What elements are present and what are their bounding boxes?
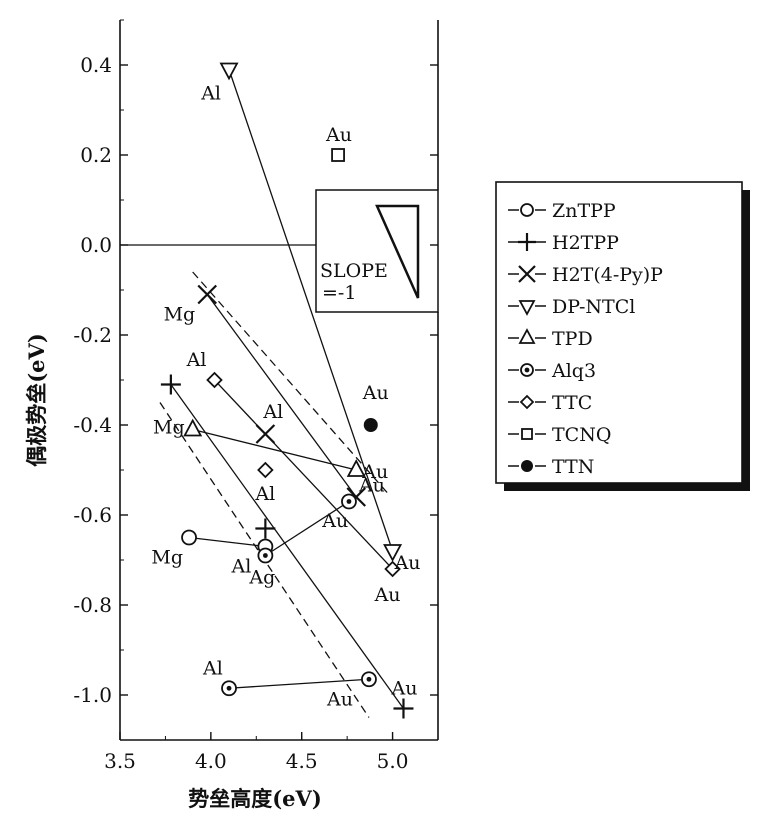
- y-tick-label: 0.0: [80, 233, 112, 257]
- triangle-down-marker: [383, 544, 403, 562]
- y-tick-label: 0.4: [80, 53, 112, 77]
- square-marker: [331, 148, 345, 162]
- trend-line: [265, 500, 350, 557]
- data-markers: [160, 62, 414, 719]
- cross-marker: [518, 265, 536, 283]
- plus-marker: [393, 698, 414, 719]
- slope-inset: [315, 189, 439, 313]
- legend-entry-label: H2TPP: [552, 232, 619, 254]
- y-tick-label: -0.4: [73, 413, 112, 437]
- plus-marker: [160, 374, 181, 395]
- point-label: Al: [186, 349, 207, 371]
- diamond-marker: [384, 560, 401, 578]
- trend-line: [228, 678, 369, 689]
- triangle-up-marker: [183, 418, 203, 437]
- inset-slope-value: =-1: [322, 282, 356, 304]
- filled-circle-marker: [521, 460, 533, 472]
- x-tick-label: 4.5: [286, 749, 318, 773]
- dot-circle-marker: [520, 363, 534, 377]
- x-axis-title: 势垒高度(eV): [188, 786, 322, 811]
- dashed-band-line: [192, 271, 388, 493]
- dot-circle-marker: [361, 671, 377, 688]
- trend-line: [228, 69, 394, 552]
- y-tick-label: -1.0: [73, 683, 112, 707]
- legend-entry-label: H2T(4-Py)P: [552, 264, 663, 286]
- point-label: Au: [374, 584, 401, 606]
- triangle-down-marker: [518, 300, 536, 316]
- square-marker: [521, 428, 533, 440]
- y-tick-label: 0.2: [80, 143, 112, 167]
- legend: ZnTPP H2TPP H2T(4-Py)P DP-NTCl TPD Alq3 TTC TCN…: [495, 181, 750, 491]
- point-label: Al: [254, 483, 275, 505]
- dot-circle-marker: [257, 547, 274, 564]
- x-tick-label: 5.0: [377, 749, 409, 773]
- diamond-marker: [519, 394, 535, 410]
- triangle-up-marker: [518, 328, 536, 344]
- point-label: Mg: [164, 304, 196, 326]
- filled-circle-marker: [363, 418, 378, 432]
- point-label: Au: [361, 461, 388, 483]
- x-tick-label: 3.5: [104, 749, 136, 773]
- point-label: Al: [200, 83, 221, 105]
- point-label: Au: [321, 510, 348, 532]
- point-label: Au: [390, 678, 417, 700]
- plus-marker: [518, 233, 536, 251]
- triangle-down-marker: [219, 62, 239, 81]
- point-label: Au: [325, 124, 352, 146]
- x-tick-label: 4.0: [195, 749, 227, 773]
- cross-marker: [255, 424, 276, 444]
- triangle-up-marker: [346, 459, 366, 477]
- y-tick-label: -0.2: [73, 323, 112, 347]
- legend-entry-label: DP-NTCl: [552, 296, 635, 318]
- point-label: Al: [202, 657, 223, 679]
- point-label: Au: [326, 688, 353, 710]
- data-lines: [120, 69, 405, 718]
- trend-line: [214, 379, 394, 570]
- y-tick-label: -0.6: [73, 503, 112, 527]
- circle-marker: [520, 203, 534, 217]
- trend-line: [188, 536, 266, 548]
- point-label: Mg: [151, 547, 183, 569]
- point-label: Au: [394, 552, 421, 574]
- diamond-marker: [257, 461, 274, 479]
- point-label: Al: [231, 556, 252, 578]
- diamond-marker: [206, 371, 223, 389]
- legend-box: [495, 181, 743, 484]
- cross-marker: [197, 284, 218, 305]
- point-label: Au: [362, 382, 389, 404]
- trend-line: [192, 428, 357, 471]
- point-label: Mg: [153, 417, 185, 439]
- slope-triangle-icon: [375, 204, 420, 299]
- y-tick-label: -0.8: [73, 593, 112, 617]
- legend-entry-label: TPD: [552, 328, 593, 350]
- legend-entry-label: TTN: [552, 456, 594, 478]
- plus-marker: [255, 518, 276, 539]
- axes: 0.4 0.2 0.0 -0.2 -0.4 -0.6 -0.8 -1.0 3.5 4.0 4.5 5.…: [73, 19, 439, 773]
- legend-entry-label: TTC: [552, 392, 592, 414]
- dot-circle-marker: [221, 680, 237, 697]
- point-label: Ag: [248, 567, 275, 589]
- legend-entry-label: Alq3: [551, 360, 596, 382]
- dot-circle-marker: [341, 493, 357, 510]
- point-label: Al: [262, 401, 283, 423]
- trend-line: [170, 384, 405, 709]
- legend-entry-label: TCNQ: [552, 424, 611, 446]
- point-label: Au: [358, 475, 385, 497]
- legend-entry-label: ZnTPP: [552, 200, 616, 222]
- y-axis-title: 偶极势垒(eV): [24, 333, 49, 467]
- inset-slope-label: SLOPE: [320, 260, 388, 282]
- circle-marker: [181, 529, 197, 546]
